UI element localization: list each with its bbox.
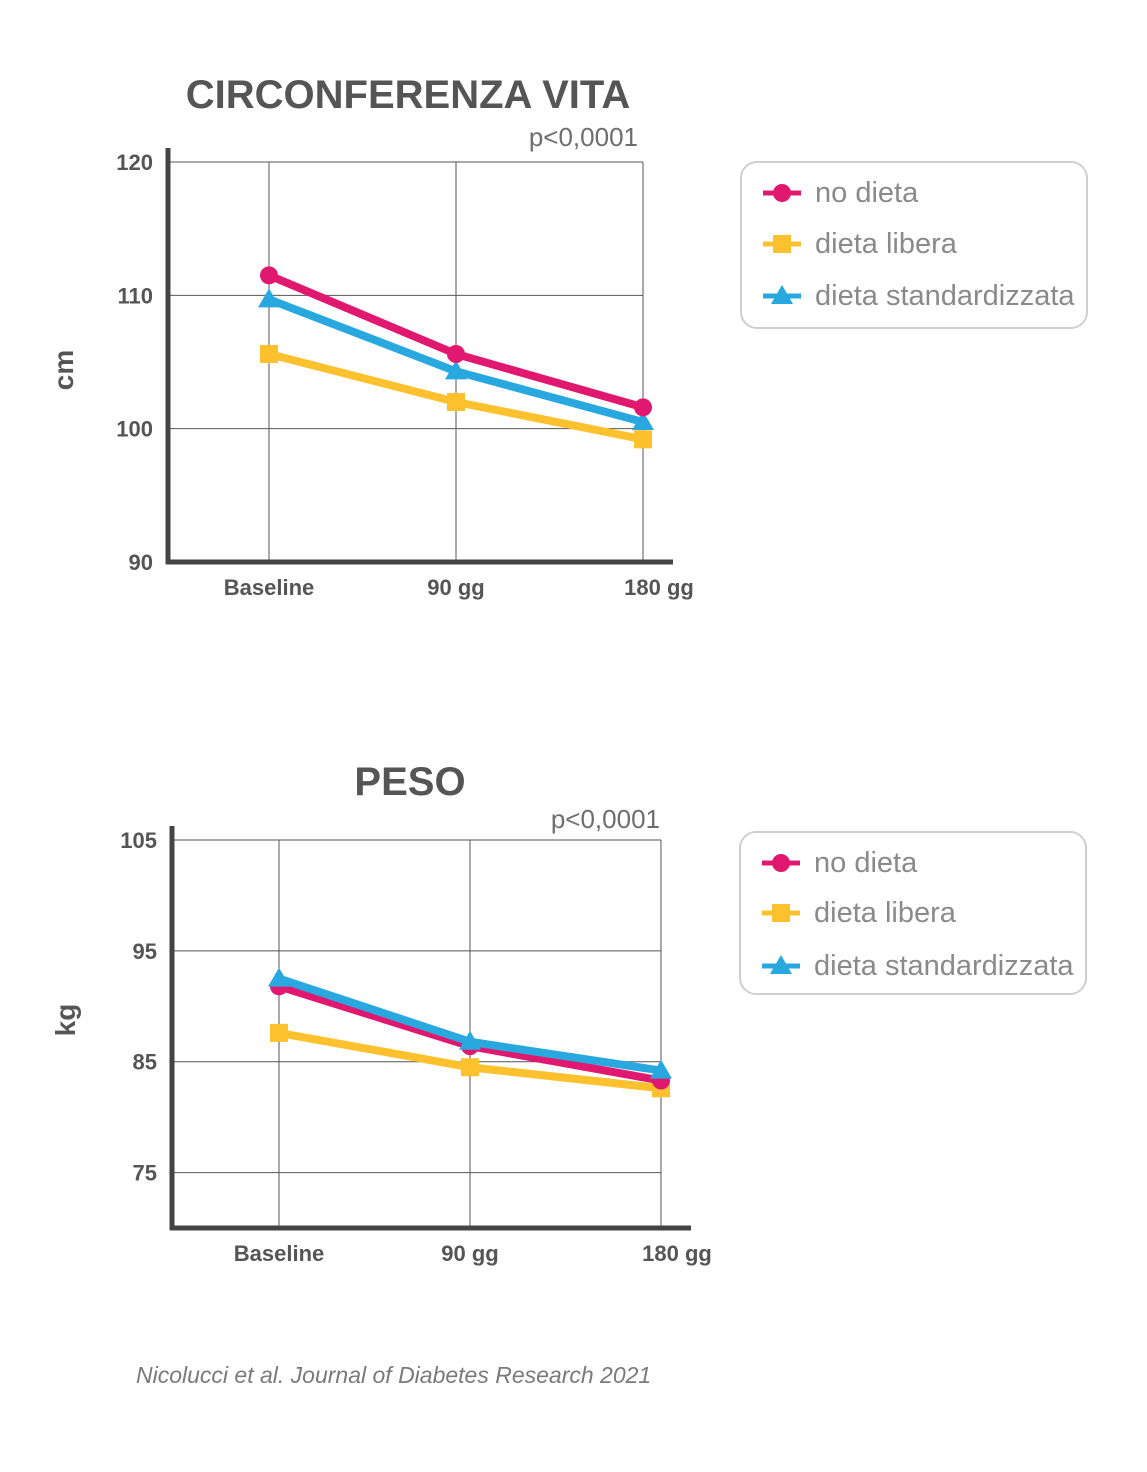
legend-item: dieta libera <box>763 228 958 260</box>
data-point <box>260 266 278 285</box>
legend-label: dieta libera <box>814 897 957 929</box>
legend-marker <box>772 854 790 872</box>
legend-marker <box>772 904 790 922</box>
legend-marker <box>773 184 791 202</box>
p-value-annotation: p<0,0001 <box>551 804 660 834</box>
y-axis-label: kg <box>50 1004 81 1037</box>
y-tick-label: 95 <box>133 939 157 964</box>
legend-item: dieta standardizzata <box>763 280 1075 312</box>
data-point <box>632 411 654 430</box>
x-tick-label: 180 gg <box>642 1241 712 1266</box>
legend-box <box>739 831 1087 995</box>
data-point <box>634 398 652 417</box>
legend-item: dieta standardizzata <box>762 950 1074 982</box>
data-point <box>260 345 278 363</box>
y-tick-label: 75 <box>133 1161 157 1186</box>
source-citation: Nicolucci et al. Journal of Diabetes Res… <box>136 1362 652 1388</box>
data-point <box>258 288 280 308</box>
y-tick-label: 85 <box>133 1050 157 1075</box>
x-tick-label: 90 gg <box>441 1241 498 1266</box>
p-value-annotation: p<0,0001 <box>529 122 638 152</box>
series-dieta-standardizzata <box>268 967 672 1079</box>
y-tick-label: 105 <box>120 828 157 853</box>
legend-label: dieta standardizzata <box>815 280 1075 312</box>
x-tick-label: 180 gg <box>624 575 694 600</box>
legend: no dieta dieta libera dieta standardizzata <box>739 831 1087 995</box>
x-tick-label: 90 gg <box>427 575 484 600</box>
y-tick-label: 100 <box>116 417 153 442</box>
series-dieta-libera <box>260 345 652 449</box>
legend-marker <box>773 235 791 253</box>
data-point <box>461 1058 479 1077</box>
data-point <box>650 1059 672 1079</box>
y-tick-label: 120 <box>116 150 153 175</box>
legend-label: no dieta <box>814 847 918 879</box>
x-tick-label: Baseline <box>224 575 315 600</box>
series-dieta-standardizzata <box>258 288 654 430</box>
data-point <box>459 1030 481 1050</box>
x-tick-label: Baseline <box>234 1241 325 1266</box>
legend-marker <box>770 955 792 974</box>
legend-marker <box>771 285 793 304</box>
legend: no dieta dieta libera dieta standardizzata <box>740 161 1088 329</box>
data-point <box>634 430 652 449</box>
data-point <box>447 345 465 363</box>
data-point <box>268 967 290 987</box>
chart-peso: PESO p<0,0001 75 85 95 105 kg Baseline 90 gg 180 … <box>50 760 1087 1266</box>
y-tick-label: 110 <box>118 283 154 308</box>
chart-title: PESO <box>354 760 465 804</box>
legend-label: dieta standardizzata <box>814 950 1074 982</box>
series-no-dieta <box>260 266 652 417</box>
y-tick-label: 90 <box>129 550 153 575</box>
legend-item: no dieta <box>763 177 919 209</box>
legend-label: no dieta <box>815 177 919 209</box>
data-point <box>447 393 465 411</box>
y-axis-label: cm <box>48 350 79 390</box>
legend-label: dieta libera <box>815 228 958 260</box>
legend-item: dieta libera <box>762 897 957 929</box>
data-point <box>445 360 467 380</box>
chart-circonferenza-vita: CIRCONFERENZA VITA p<0,0001 90 100 110 120 cm B… <box>48 73 1088 600</box>
legend-item: no dieta <box>762 847 918 879</box>
legend-box <box>740 161 1088 329</box>
chart-title: CIRCONFERENZA VITA <box>186 73 630 117</box>
data-point <box>270 1023 288 1042</box>
